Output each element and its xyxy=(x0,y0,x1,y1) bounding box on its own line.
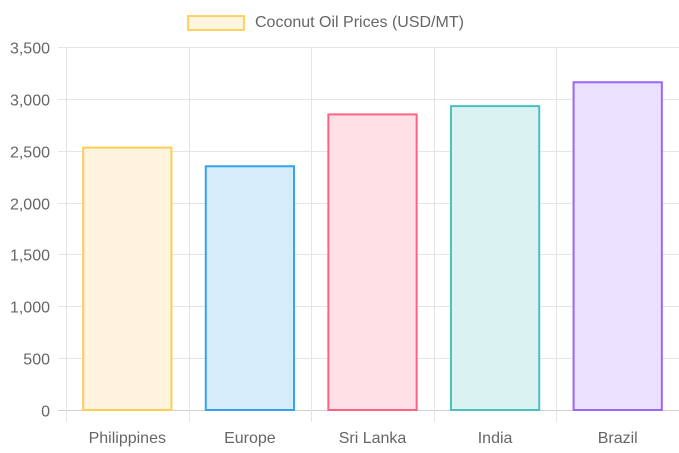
y-tick-label: 3,500 xyxy=(10,41,50,58)
y-tick-label: 1,500 xyxy=(10,248,50,265)
y-tick-label: 2,500 xyxy=(10,145,50,162)
y-tick-label: 500 xyxy=(23,352,50,369)
legend-swatch[interactable] xyxy=(187,15,245,31)
y-tick-label: 2,000 xyxy=(10,197,50,214)
bars xyxy=(82,81,663,412)
y-tick-label: 1,000 xyxy=(10,300,50,317)
chart-legend: Coconut Oil Prices (USD/MT) xyxy=(187,13,464,33)
y-tick-label: 0 xyxy=(41,404,50,421)
x-tick-label: Europe xyxy=(224,430,276,447)
legend-label[interactable]: Coconut Oil Prices (USD/MT) xyxy=(255,14,464,31)
bar-india[interactable] xyxy=(449,105,541,411)
x-axis: Philippines Europe Sri Lanka India Brazil xyxy=(89,430,638,447)
x-tick-label: India xyxy=(478,430,513,447)
bar-sri-lanka[interactable] xyxy=(327,113,418,412)
x-tick-label: Philippines xyxy=(89,430,166,447)
bar-brazil[interactable] xyxy=(572,81,663,412)
bar-europe[interactable] xyxy=(204,165,296,411)
y-tick-label: 3,000 xyxy=(10,93,50,110)
bar-philippines[interactable] xyxy=(82,146,173,412)
x-tick-label: Brazil xyxy=(598,430,638,447)
x-tick-label: Sri Lanka xyxy=(339,430,407,447)
y-axis: 0 500 1,000 1,500 2,000 2,500 3,000 3,500 xyxy=(10,41,50,421)
